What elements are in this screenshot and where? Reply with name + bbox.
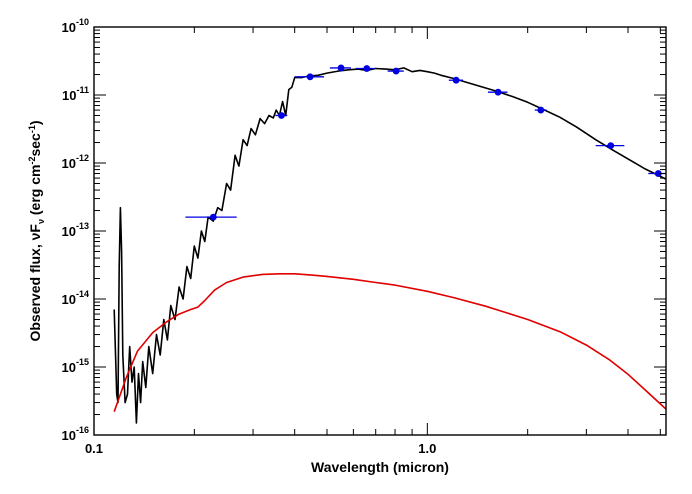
photometry-point (452, 76, 460, 84)
y-label-unit-open: (erg cm (27, 165, 43, 219)
x-tick-label: 0.1 (85, 441, 103, 456)
y-label-nu: ν (27, 232, 43, 240)
axis-ticks (93, 27, 666, 436)
y-tick-label: 10-14 (62, 289, 89, 307)
spectrum-line (113, 67, 666, 424)
y-label-sub: ν (36, 219, 46, 224)
photometry-point (654, 170, 662, 177)
tick-labels: 0.1 1.0 10-16 10-15 10-14 10-13 10-12 10-11 10-1… (62, 17, 437, 456)
plot-frame (93, 26, 667, 436)
y-label-prefix: Observed flux, (27, 240, 43, 341)
y-tick-label: 10-11 (62, 85, 89, 103)
y-tick-label: 10-15 (62, 357, 89, 375)
y-label-exp1: -2 (27, 157, 37, 165)
x-tick-label: 1.0 (418, 441, 436, 456)
plot-area (113, 64, 666, 424)
x-axis-label: Wavelength (micron) (311, 459, 449, 475)
y-label-close: ) (27, 120, 43, 125)
y-tick-label: 10-16 (62, 425, 89, 443)
photometry-point (392, 67, 400, 75)
y-label-exp2: -1 (27, 125, 37, 133)
y-tick-label: 10-13 (62, 221, 89, 239)
photometry-point (209, 213, 217, 221)
photometry-point (494, 88, 502, 96)
y-axis-label: Observed flux, νFν (erg cm-2sec-1) (27, 120, 46, 341)
model-line (113, 273, 666, 412)
photometry-point (337, 64, 345, 72)
photometry-point (607, 142, 615, 150)
y-tick-label: 10-12 (62, 153, 89, 171)
photometry-point (278, 112, 285, 119)
y-tick-label: 10-10 (62, 17, 89, 35)
photometry-point (537, 106, 545, 114)
y-label-mid: sec (27, 133, 43, 157)
photometry-point (363, 65, 371, 72)
photometry-point (306, 73, 314, 81)
y-label-F: F (27, 224, 43, 233)
